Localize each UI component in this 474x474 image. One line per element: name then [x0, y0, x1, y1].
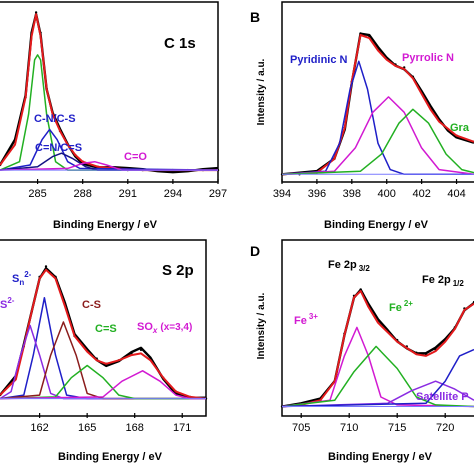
series-component-a-2 — [0, 54, 218, 171]
x-axis-label-fe2p: Binding Energy / eV — [328, 451, 433, 463]
peak-label-pyridinic: Pyridinic N — [290, 54, 348, 66]
x-tick-label-b-4: 402 — [412, 188, 430, 200]
y-axis-label-n1s: Intensity / a.u. — [256, 58, 267, 125]
series-component-a-4 — [0, 152, 218, 171]
x-tick-label-b-5: 404 — [447, 188, 465, 200]
peak-label-s2: S2- — [0, 296, 15, 311]
x-tick-label-b-2: 398 — [343, 188, 361, 200]
series-component-d-3 — [281, 345, 474, 408]
x-tick-label-a-1: 288 — [74, 188, 92, 200]
x-tick-label-d-3: 720 — [436, 422, 454, 434]
peak-label-cs: C-S — [82, 299, 101, 311]
axes-frame-fe2p — [281, 239, 474, 417]
panel-fe2p: D 70571071572072 Fe 2p3/2 Fe 2p1/2 Fe3+ … — [250, 239, 474, 463]
axes-frame-c1s — [0, 1, 219, 183]
peak-label-cn-cs: C-N/C-S — [34, 113, 76, 125]
panel-s2p: 162 165 168 171 S 2p Sn2- S2- C-S C=S SOx (x… — [0, 239, 208, 463]
x-tick-label-d-2: 715 — [388, 422, 406, 434]
y-axis-label-fe2p: Intensity / a.u. — [256, 292, 267, 359]
peak-label-pyrrolic: Pyrrolic N — [402, 52, 454, 64]
x-tick-label-c-2: 168 — [126, 422, 144, 434]
series-fit-c-1 — [0, 268, 207, 400]
peak-label-fe2: Fe 2+ — [389, 299, 413, 314]
panel-c1s: 285 288 291 294 297 C 1s C-N/C-S C=N/C=S C=O… — [0, 1, 227, 231]
panel-title-c1s: C 1s — [164, 35, 196, 52]
ticks-n1s: 394 396 398 400 402 404 — [273, 179, 466, 200]
x-tick-label-c-0: 162 — [30, 422, 48, 434]
data-point-b-6 — [359, 32, 362, 35]
series-component-c-4 — [0, 321, 206, 400]
series-fit-a-1 — [0, 13, 218, 172]
ticks-fe2p: 70571071572072 — [292, 413, 454, 434]
x-tick-label-d-0: 705 — [292, 422, 310, 434]
series-fit-d-1 — [281, 290, 474, 408]
axes-frame-n1s — [281, 1, 474, 183]
x-tick-label-d-1: 710 — [340, 422, 358, 434]
peak-label-fe3: Fe 3+ — [294, 312, 318, 327]
ticks-c1s: 285 288 291 294 297 — [28, 179, 227, 200]
data-point-d-6 — [359, 288, 362, 291]
series-component-a-3 — [0, 128, 219, 171]
x-tick-label-c-3: 171 — [173, 422, 191, 434]
panel-letter-b: B — [250, 9, 260, 25]
ticks-s2p: 162 165 168 171 — [30, 413, 191, 434]
peak-label-fe-2p-12: Fe 2p 1/2 — [422, 274, 464, 288]
x-axis-label-n1s: Binding Energy / eV — [324, 219, 429, 231]
peak-label-graphitic-partial: Gra — [450, 122, 470, 134]
series-component-b-3 — [281, 96, 474, 176]
plot-area-s2p — [0, 265, 208, 400]
series-component-c-6 — [0, 370, 206, 400]
axes-frame-s2p — [0, 239, 207, 417]
plot-area-fe2p — [280, 288, 474, 408]
data-point-a-4 — [34, 11, 38, 14]
data-point-c-5 — [44, 265, 48, 268]
plot-area-c1s — [0, 11, 220, 174]
peak-label-cs-double: C=S — [95, 323, 117, 335]
x-tick-label-a-0: 285 — [28, 188, 46, 200]
x-tick-label-b-1: 396 — [308, 188, 326, 200]
peak-label-cn-cs-double: C=N/C=S — [35, 142, 82, 154]
plot-area-n1s — [280, 32, 474, 176]
peak-label-satellite: Satellite P — [416, 391, 469, 403]
x-tick-label-b-0: 394 — [273, 188, 291, 200]
x-tick-label-a-3: 294 — [164, 188, 182, 200]
peak-label-sox: SOx (x=3,4) — [137, 321, 192, 335]
x-tick-label-b-3: 400 — [378, 188, 396, 200]
series-component-b-4 — [281, 108, 474, 176]
peak-label-sn: Sn2- — [12, 270, 32, 287]
x-axis-label-c1s: Binding Energy / eV — [53, 219, 158, 231]
series-component-b-2 — [281, 60, 474, 176]
data-point-c-14 — [139, 348, 143, 352]
peak-label-fe-2p-32: Fe 2p 3/2 — [328, 259, 370, 273]
x-tick-label-a-4: 297 — [209, 188, 227, 200]
panel-letter-d: D — [250, 243, 260, 259]
x-tick-label-c-1: 165 — [78, 422, 96, 434]
x-axis-label-s2p: Binding Energy / eV — [58, 451, 163, 463]
panel-title-s2p: S 2p — [162, 262, 194, 279]
series-component-c-5 — [0, 364, 206, 400]
panel-n1s: B 394 396 398 400 402 404 Pyridinic N Pyrroli… — [250, 1, 474, 231]
series-component-d-5 — [281, 348, 474, 408]
x-tick-label-a-2: 291 — [119, 188, 137, 200]
peak-label-co: C=O — [124, 151, 147, 163]
